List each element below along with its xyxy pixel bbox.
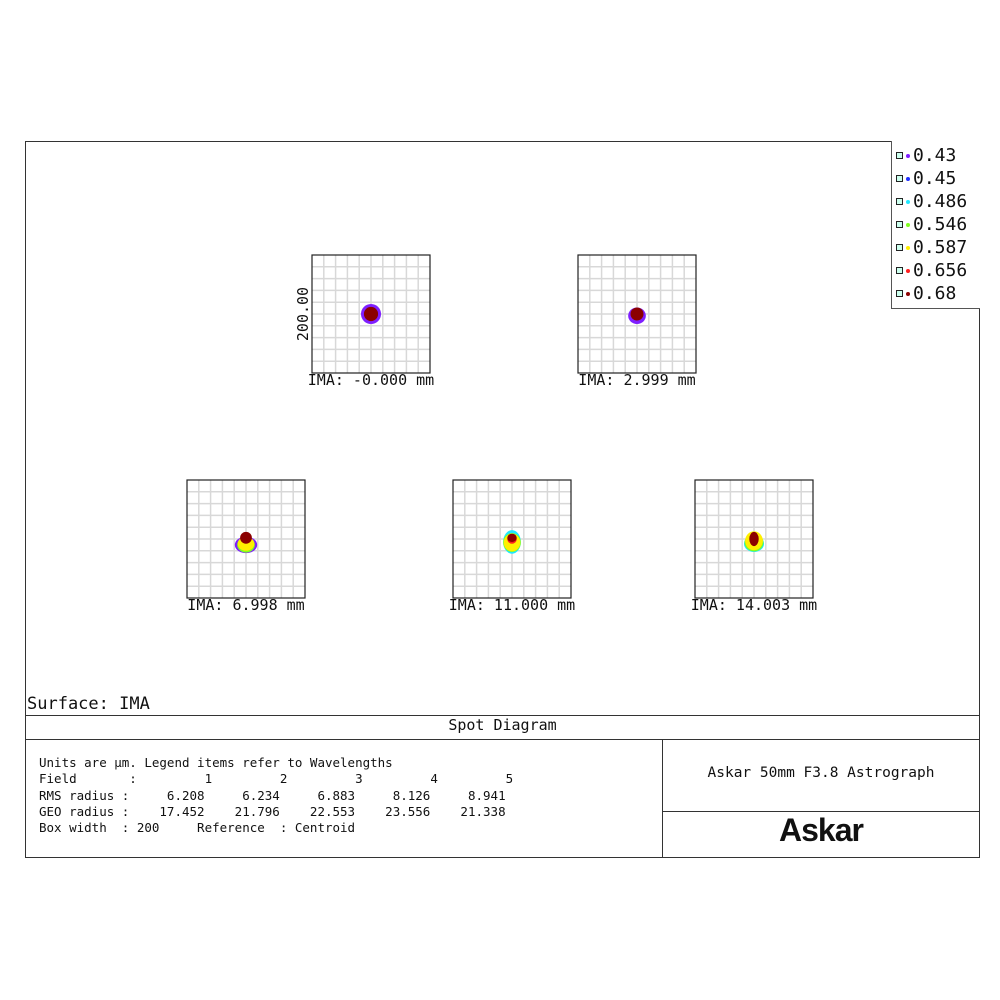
legend-marker	[906, 199, 910, 204]
legend-item[interactable]: 0.45	[896, 167, 956, 190]
lens-name: Askar 50mm F3.8 Astrograph	[707, 765, 935, 781]
spot-box	[186, 479, 306, 599]
stats-block: Units are µm. Legend items refer to Wave…	[39, 755, 513, 836]
checkbox-icon[interactable]	[896, 175, 903, 182]
stats-geo: GEO radius : 17.452 21.796 22.553 23.556…	[39, 803, 506, 819]
legend-marker	[906, 268, 910, 273]
spot-box	[694, 479, 814, 599]
legend-marker	[906, 153, 910, 158]
checkbox-icon[interactable]	[896, 244, 903, 251]
stats-field: Field : 1 2 3 4 5	[39, 771, 514, 787]
legend-marker	[906, 176, 910, 181]
legend-label: 0.68	[913, 283, 957, 304]
surface-label: Surface: IMA	[27, 694, 150, 714]
field-label: IMA: 14.003 mm	[691, 596, 817, 614]
legend-label: 0.43	[913, 145, 957, 166]
legend-item[interactable]: 0.546	[896, 213, 967, 236]
checkbox-icon[interactable]	[896, 290, 903, 297]
legend-item[interactable]: 0.486	[896, 190, 967, 213]
stats-units: Units are µm. Legend items refer to Wave…	[39, 755, 393, 770]
legend-label: 0.656	[913, 260, 968, 281]
checkbox-icon[interactable]	[896, 221, 903, 228]
field-label: IMA: 2.999 mm	[578, 371, 695, 389]
legend-marker	[906, 291, 910, 296]
legend-item[interactable]: 0.68	[896, 282, 956, 305]
legend-marker	[906, 222, 910, 227]
divider	[662, 739, 663, 858]
divider	[25, 715, 980, 716]
spot-box	[311, 254, 431, 374]
legend-item[interactable]: 0.656	[896, 259, 967, 282]
spot-0.68	[630, 307, 644, 321]
plot-frame	[25, 141, 980, 858]
field-label: IMA: 6.998 mm	[187, 596, 304, 614]
spot-0.68	[749, 531, 759, 547]
spot-0.68	[240, 531, 252, 544]
legend: 0.43 0.45 0.486 0.546 0.587 0.656 0.68	[891, 141, 980, 309]
field-label: IMA: 11.000 mm	[449, 596, 575, 614]
spot-0.68	[363, 306, 379, 322]
divider	[662, 811, 980, 812]
divider	[25, 739, 980, 740]
field-label: IMA: -0.000 mm	[308, 371, 434, 389]
legend-label: 0.45	[913, 168, 957, 189]
stats-rms: RMS radius : 6.208 6.234 6.883 8.126 8.9…	[39, 787, 506, 803]
spot-0.68	[507, 533, 517, 542]
checkbox-icon[interactable]	[896, 267, 903, 274]
legend-item[interactable]: 0.43	[896, 144, 956, 167]
checkbox-icon[interactable]	[896, 198, 903, 205]
legend-label: 0.587	[913, 237, 968, 258]
askar-logo: Askar	[779, 812, 864, 848]
legend-label: 0.486	[913, 191, 968, 212]
chart-title: Spot Diagram	[448, 716, 557, 734]
legend-label: 0.546	[913, 214, 968, 235]
legend-marker	[906, 245, 910, 250]
y-axis-label: 200.00	[294, 287, 312, 341]
spot-box	[577, 254, 697, 374]
stats-box: Box width : 200 Reference : Centroid	[39, 820, 356, 836]
legend-item[interactable]: 0.587	[896, 236, 967, 259]
checkbox-icon[interactable]	[896, 152, 903, 159]
spot-box	[452, 479, 572, 599]
